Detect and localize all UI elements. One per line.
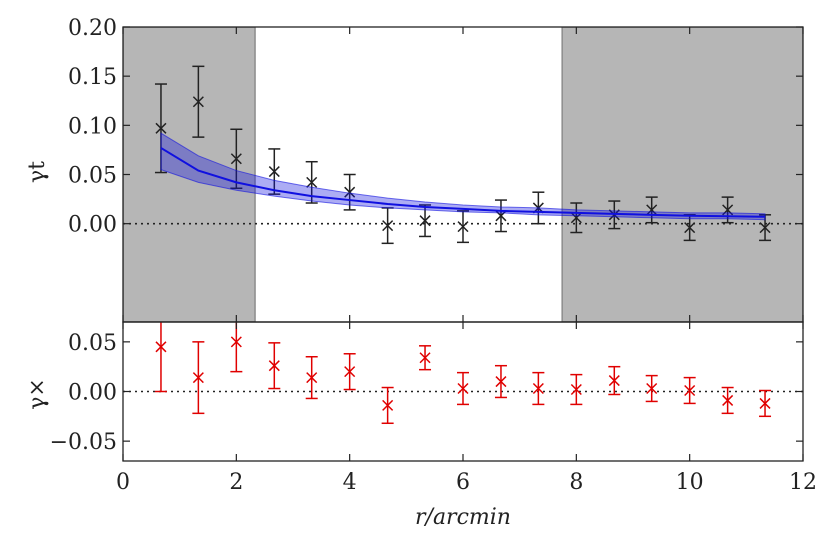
data-point: [532, 382, 544, 395]
y-tick-label: 0.05: [68, 331, 117, 356]
y-tick-label: 0.20: [68, 16, 117, 41]
bottom-panel: −0.05 0.00 0.05 0 2 4 6 8 10 12: [50, 321, 817, 495]
top-ylabel: γt: [25, 161, 50, 183]
data-point: [570, 383, 582, 396]
data-point: [155, 341, 167, 353]
y-tick-label: −0.05: [50, 430, 117, 455]
y-tick-label: 0.05: [68, 164, 117, 189]
data-point: [344, 366, 356, 378]
bottom-ylabel: γ×: [25, 378, 50, 410]
top-panel: 0.00 0.05 0.10 0.15 0.20: [68, 16, 804, 323]
data-point: [646, 204, 658, 216]
data-point: [155, 122, 167, 134]
data-point: [684, 222, 696, 234]
data-point: [192, 372, 204, 384]
y-tick-label: 0.00: [68, 213, 117, 238]
data-point: [722, 394, 734, 406]
x-tick-label: 6: [456, 470, 470, 495]
shaded-region: [123, 27, 256, 322]
data-point: [608, 375, 620, 387]
data-point: [457, 221, 469, 233]
x-tick-label: 2: [229, 470, 243, 495]
y-tick-label: 0.15: [68, 65, 117, 90]
data-point: [306, 176, 318, 188]
plot-area: [123, 27, 803, 322]
data-point: [684, 384, 696, 397]
data-point: [759, 397, 771, 409]
data-point: [570, 212, 582, 224]
data-point: [457, 382, 469, 395]
x-tick-label: 8: [569, 470, 583, 495]
data-point: [419, 215, 431, 227]
y-tick-label: 0.10: [68, 114, 117, 139]
y-tick-label: 0.00: [68, 381, 117, 406]
x-tick-label: 0: [116, 470, 130, 495]
x-tick-label: 4: [343, 470, 357, 495]
data-point: [382, 399, 394, 411]
data-point: [419, 352, 431, 364]
data-point: [344, 186, 356, 198]
data-point: [306, 372, 318, 384]
x-tick-label: 10: [676, 470, 704, 495]
xlabel: r/arcmin: [415, 505, 511, 530]
data-point: [759, 222, 771, 234]
plot-area: [123, 322, 803, 425]
data-point: [382, 220, 394, 232]
data-point: [230, 336, 242, 348]
model-band: [160, 132, 766, 221]
data-point: [192, 96, 204, 108]
data-point: [268, 166, 280, 178]
data-point: [268, 360, 280, 372]
shaded-region: [561, 27, 803, 322]
model-line: [160, 147, 766, 218]
data-point: [495, 376, 507, 388]
data-point: [646, 382, 658, 395]
x-tick-label: 12: [789, 470, 817, 495]
data-point: [230, 153, 242, 165]
